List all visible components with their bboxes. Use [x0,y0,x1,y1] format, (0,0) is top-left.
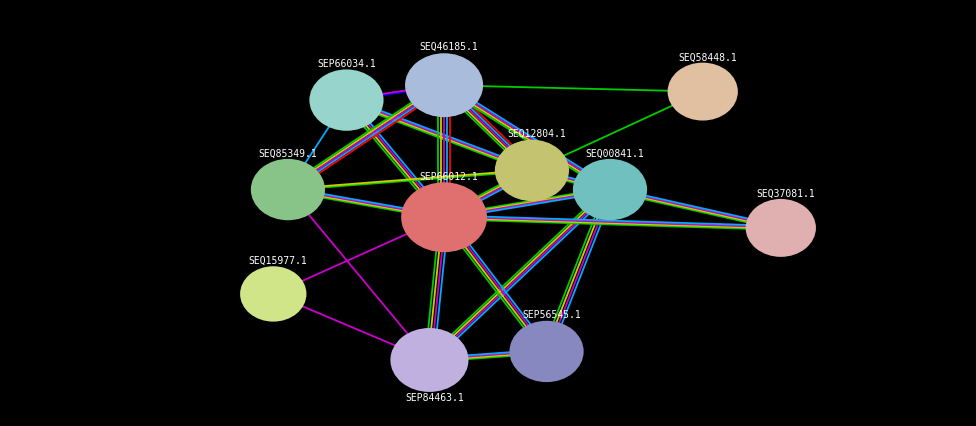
Ellipse shape [495,140,569,201]
Text: SEQ12804.1: SEQ12804.1 [508,129,566,139]
Text: SEP84463.1: SEP84463.1 [405,393,464,403]
Text: SEQ46185.1: SEQ46185.1 [420,42,478,52]
Text: SEQ15977.1: SEQ15977.1 [249,256,307,266]
Ellipse shape [509,321,584,382]
Text: SEQ85349.1: SEQ85349.1 [259,148,317,158]
Text: SEQ00841.1: SEQ00841.1 [586,148,644,158]
Ellipse shape [309,69,384,131]
Text: SEQ37081.1: SEQ37081.1 [756,189,815,199]
Text: SEP56545.1: SEP56545.1 [522,310,581,320]
Text: SEQ58448.1: SEQ58448.1 [678,52,737,63]
Ellipse shape [401,182,487,252]
Ellipse shape [746,199,816,257]
Ellipse shape [573,159,647,220]
Ellipse shape [405,53,483,117]
Ellipse shape [668,63,738,121]
Ellipse shape [240,266,306,322]
Text: SEP66012.1: SEP66012.1 [420,172,478,182]
Ellipse shape [390,328,468,392]
Ellipse shape [251,159,325,220]
Text: SEP66034.1: SEP66034.1 [317,59,376,69]
